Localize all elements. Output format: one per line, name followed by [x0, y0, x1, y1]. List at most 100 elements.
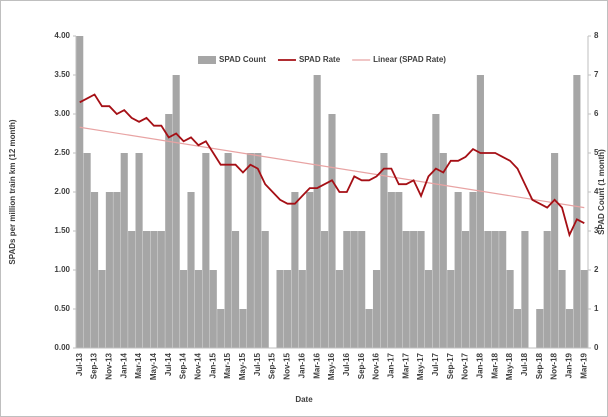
bar — [521, 231, 529, 348]
bar — [276, 270, 284, 348]
x-tick-label: Mar-16 — [312, 352, 321, 378]
x-tick-label: May-15 — [238, 352, 247, 380]
x-tick-label: Mar-18 — [490, 352, 499, 378]
bar — [261, 231, 269, 348]
x-tick-label: Mar-15 — [223, 352, 232, 378]
bar — [358, 231, 366, 348]
bar — [142, 231, 151, 348]
bar — [558, 270, 566, 348]
x-tick-label: Jan-15 — [208, 352, 217, 378]
bar — [439, 153, 447, 348]
bar — [180, 270, 188, 348]
legend-swatch — [198, 56, 216, 64]
bar — [157, 231, 165, 348]
bar — [224, 153, 232, 348]
x-tick-label: Mar-17 — [401, 352, 410, 378]
bar — [209, 270, 217, 348]
y-tick-label: 1.50 — [54, 226, 70, 235]
y-tick-label: 0.50 — [54, 304, 70, 313]
x-tick-label: May-14 — [149, 352, 158, 380]
x-tick-label: Nov-15 — [283, 352, 292, 379]
x-tick-label: Mar-14 — [134, 352, 143, 378]
bar — [417, 231, 425, 348]
legend-label: SPAD Rate — [299, 55, 341, 64]
bar — [283, 270, 292, 348]
y-tick-label: 1.00 — [54, 265, 70, 274]
bar — [202, 153, 210, 348]
bar — [387, 192, 395, 348]
x-tick-label: Sep-17 — [446, 352, 455, 379]
x-tick-label: Jul-14 — [164, 352, 173, 376]
bar — [343, 231, 351, 348]
bar — [536, 309, 544, 348]
x-tick-label: Jul-17 — [431, 352, 440, 376]
bar — [484, 231, 492, 348]
bar — [499, 231, 507, 348]
x-tick-label: Sep-16 — [357, 352, 366, 379]
bar — [194, 270, 202, 348]
x-tick-label: Jul-13 — [75, 352, 84, 376]
bar — [328, 114, 336, 348]
bar — [246, 153, 254, 348]
bar — [217, 309, 225, 348]
x-tick-label: Sep-13 — [90, 352, 99, 379]
bar — [321, 231, 329, 348]
bar — [565, 309, 574, 348]
x-tick-label: Jul-16 — [342, 352, 351, 376]
y-tick-label: 4.00 — [54, 31, 70, 40]
legend-label: SPAD Count — [219, 55, 266, 64]
bar — [476, 75, 484, 348]
bar — [513, 309, 522, 348]
bar — [350, 231, 358, 348]
legend-label: Linear (SPAD Rate) — [373, 55, 446, 64]
bar — [291, 192, 299, 348]
bar — [165, 114, 173, 348]
y-tick-label: 3.00 — [54, 109, 70, 118]
bar — [402, 231, 410, 348]
x-tick-label: May-16 — [327, 352, 336, 380]
y2-tick-label: 8 — [594, 31, 599, 40]
y2-tick-label: 5 — [594, 148, 599, 157]
x-tick-label: Jan-17 — [386, 352, 395, 378]
y2-tick-label: 2 — [594, 265, 599, 274]
bar — [113, 192, 121, 348]
bar — [76, 36, 84, 348]
x-tick-label: Jan-19 — [565, 352, 574, 378]
y-tick-label: 0.00 — [54, 343, 70, 352]
bar — [432, 114, 440, 348]
y2-axis-title: SPAD Count (1 month) — [597, 149, 606, 235]
bar — [424, 270, 433, 348]
bar — [98, 270, 106, 348]
bar — [543, 231, 551, 348]
bar — [454, 192, 462, 348]
bar — [372, 270, 381, 348]
bar — [306, 192, 314, 348]
bar — [447, 270, 455, 348]
bar — [187, 192, 195, 348]
bar — [335, 270, 343, 348]
bar — [231, 231, 240, 348]
bar — [150, 231, 158, 348]
bar — [380, 153, 388, 348]
bar — [313, 75, 321, 348]
trend-line — [79, 126, 585, 209]
x-tick-label: Jan-16 — [297, 352, 306, 378]
bar — [580, 270, 588, 348]
y-tick-label: 2.50 — [54, 148, 70, 157]
y2-tick-label: 4 — [594, 187, 599, 196]
x-tick-label: May-17 — [416, 352, 425, 380]
bar — [105, 192, 113, 348]
x-tick-label: Jul-18 — [520, 352, 529, 376]
bar — [491, 231, 499, 348]
bar — [135, 153, 143, 348]
bar — [469, 192, 477, 348]
y-tick-label: 2.00 — [54, 187, 70, 196]
y-axis-title: SPADs per million train km (12 month) — [8, 119, 17, 265]
x-tick-label: Jan-18 — [476, 352, 485, 378]
x-tick-label: Nov-18 — [550, 352, 559, 379]
y2-tick-label: 1 — [594, 304, 599, 313]
bar — [365, 309, 373, 348]
bar — [395, 192, 403, 348]
x-tick-label: Sep-14 — [179, 352, 188, 379]
